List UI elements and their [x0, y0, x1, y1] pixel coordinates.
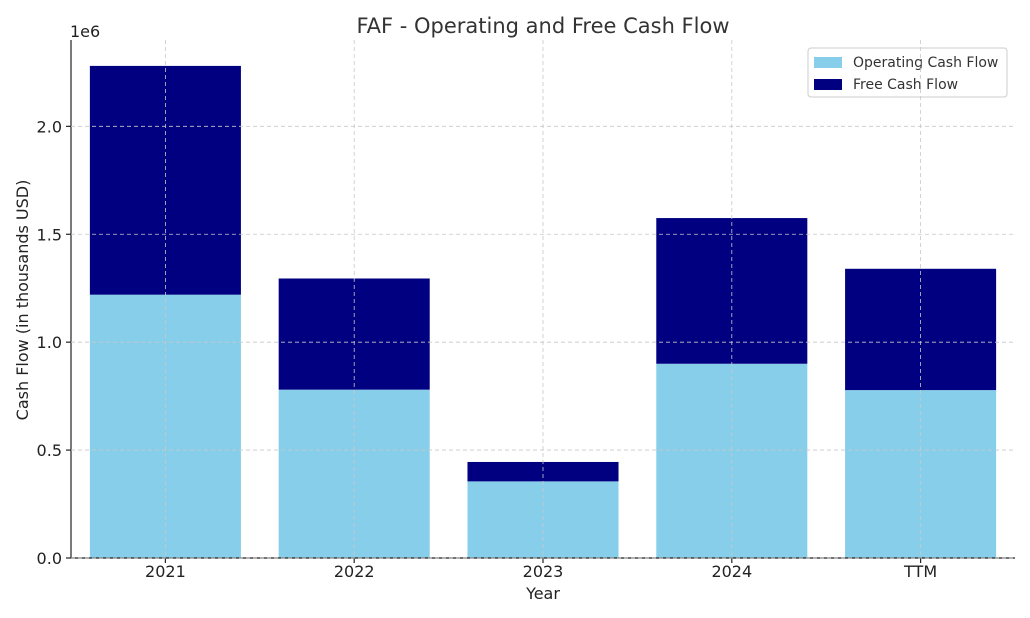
- legend-swatch: [814, 79, 842, 90]
- y-tick-label: 0.0: [37, 549, 62, 568]
- legend-label: Operating Cash Flow: [853, 55, 998, 71]
- bar-free-cash-flow: [467, 461, 619, 482]
- y-axis-offset-label: 1e6: [70, 22, 100, 41]
- x-tick-label: TTM: [903, 562, 937, 581]
- legend: Operating Cash Flow Free Cash Flow: [807, 47, 1008, 98]
- y-tick-label: 2.0: [37, 117, 62, 136]
- y-ticks: 0.0 0.5 1.0 1.5 2.0: [37, 117, 71, 568]
- bar-operating-cash-flow: [278, 389, 430, 558]
- x-axis-label: Year: [525, 584, 560, 603]
- x-ticks: 2021 2022 2023 2024 TTM: [145, 558, 937, 581]
- bar-free-cash-flow: [656, 218, 808, 364]
- legend-swatch: [814, 57, 842, 68]
- x-tick-label: 2022: [334, 562, 375, 581]
- grid: [71, 40, 1015, 559]
- y-tick-label: 1.0: [37, 333, 62, 352]
- y-tick-label: 1.5: [37, 225, 62, 244]
- y-tick-label: 0.5: [37, 441, 62, 460]
- x-tick-label: 2021: [145, 562, 186, 581]
- legend-label: Free Cash Flow: [853, 77, 958, 93]
- legend-box: [807, 47, 1008, 98]
- x-tick-label: 2024: [711, 562, 752, 581]
- y-axis-label: Cash Flow (in thousands USD): [13, 180, 32, 421]
- chart-title: FAF - Operating and Free Cash Flow: [356, 14, 729, 38]
- x-tick-label: 2023: [523, 562, 564, 581]
